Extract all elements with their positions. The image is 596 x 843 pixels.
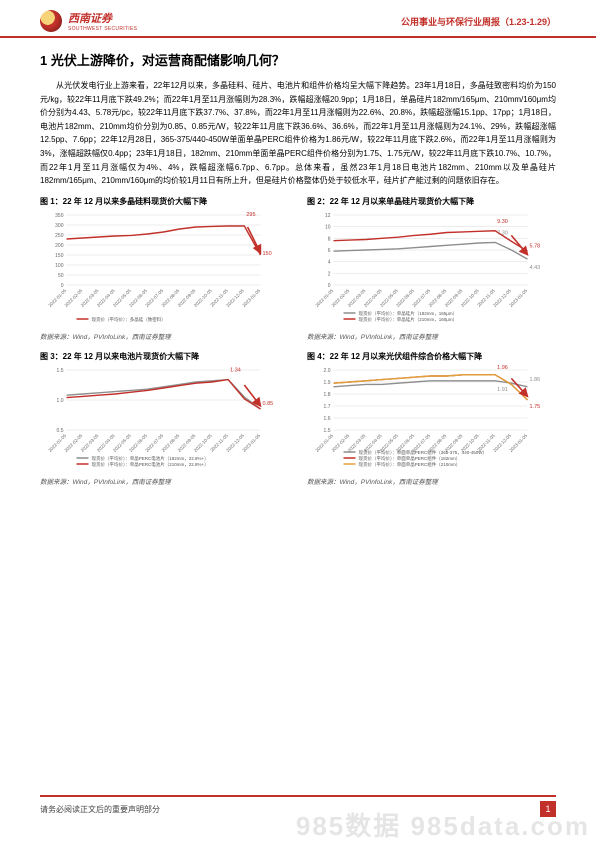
svg-text:1.34: 1.34 — [230, 367, 241, 373]
svg-text:5.78: 5.78 — [530, 243, 541, 249]
svg-text:100: 100 — [55, 263, 64, 269]
watermark: 985数据 985data.com — [296, 806, 590, 843]
chart-3: 0.51.01.52022-01-052022-02-052022-03-052… — [40, 364, 289, 474]
footer-rule — [40, 795, 556, 797]
logo-icon — [40, 10, 62, 32]
brand-logo: 西南证券 SOUTHWEST SECURITIES — [40, 10, 137, 32]
svg-text:1.96: 1.96 — [497, 365, 508, 371]
chart-3-title: 图 3：22 年 12 月以来电池片现货价大幅下降 — [40, 351, 289, 362]
svg-text:1.8: 1.8 — [324, 392, 331, 398]
chart-2-source: 数据来源：Wind，PVInfoLink，西南证券整理 — [307, 331, 556, 341]
body-paragraph: 从光伏发电行业上游来看，22年12月以来，多晶硅料、硅片、电池片和组件价格均呈大… — [40, 79, 556, 188]
chart-cell-4: 图 4：22 年 12 月以来光伏组件综合价格大幅下降 1.51.61.71.8… — [307, 351, 556, 486]
svg-text:200: 200 — [55, 243, 64, 249]
svg-text:0.85: 0.85 — [263, 401, 274, 407]
svg-text:1.86: 1.86 — [530, 377, 541, 383]
charts-grid: 图 1：22 年 12 月以来多晶硅料现货价大幅下降 0501001502002… — [40, 196, 556, 486]
chart-cell-3: 图 3：22 年 12 月以来电池片现货价大幅下降 0.51.01.52022-… — [40, 351, 289, 486]
svg-text:150: 150 — [55, 253, 64, 259]
svg-text:现货价（平均价）：单晶PERC电池片（182mm，22.8%: 现货价（平均价）：单晶PERC电池片（182mm，22.8%+） — [92, 455, 209, 462]
svg-text:现货价（平均价）：单面单晶PERC组件（365-375，44: 现货价（平均价）：单面单晶PERC组件（365-375，440-450W） — [359, 449, 488, 456]
chart-4-title: 图 4：22 年 12 月以来光伏组件综合价格大幅下降 — [307, 351, 556, 362]
svg-text:2.0: 2.0 — [324, 368, 331, 374]
chart-2-title: 图 2：22 年 12 月以来单晶硅片现货价大幅下降 — [307, 196, 556, 207]
chart-cell-1: 图 1：22 年 12 月以来多晶硅料现货价大幅下降 0501001502002… — [40, 196, 289, 341]
svg-text:1.75: 1.75 — [530, 404, 541, 410]
svg-text:4.43: 4.43 — [530, 265, 541, 271]
svg-text:1.0: 1.0 — [57, 398, 64, 404]
svg-text:2023-01-05: 2023-01-05 — [508, 288, 528, 308]
svg-text:现货价（平均价）：单晶硅片（210mm，160μm）: 现货价（平均价）：单晶硅片（210mm，160μm） — [359, 316, 458, 323]
svg-text:12: 12 — [325, 213, 331, 219]
svg-text:6: 6 — [328, 248, 331, 254]
svg-text:2: 2 — [328, 271, 331, 277]
svg-text:295: 295 — [246, 212, 255, 218]
chart-4-source: 数据来源：Wind，PVInfoLink，西南证券整理 — [307, 476, 556, 486]
svg-text:150: 150 — [263, 251, 272, 257]
chart-3-source: 数据来源：Wind，PVInfoLink，西南证券整理 — [40, 476, 289, 486]
svg-text:8: 8 — [328, 236, 331, 242]
footer-note: 请务必阅读正文后的重要声明部分 — [40, 804, 160, 815]
chart-2: 0246810122022-01-052022-02-052022-03-052… — [307, 209, 556, 329]
svg-text:9.30: 9.30 — [497, 219, 508, 225]
svg-text:4: 4 — [328, 259, 331, 265]
brand-name: 西南证券 — [68, 10, 137, 26]
svg-text:现货价（平均价）：多晶硅（致密料）: 现货价（平均价）：多晶硅（致密料） — [92, 316, 166, 323]
svg-text:350: 350 — [55, 213, 64, 219]
chart-1-source: 数据来源：Wind，PVInfoLink，西南证券整理 — [40, 331, 289, 341]
svg-text:现货价（平均价）：单面单晶PERC组件（182mm）: 现货价（平均价）：单面单晶PERC组件（182mm） — [359, 455, 461, 462]
svg-text:10: 10 — [325, 224, 331, 230]
section-title: 1 光伏上游降价，对运营商配储影响几何？ — [40, 50, 556, 69]
chart-cell-2: 图 2：22 年 12 月以来单晶硅片现货价大幅下降 0246810122022… — [307, 196, 556, 341]
page-content: 1 光伏上游降价，对运营商配储影响几何？ 从光伏发电行业上游来看，22年12月以… — [0, 38, 596, 486]
svg-text:1.6: 1.6 — [324, 416, 331, 422]
svg-text:2023-01-05: 2023-01-05 — [508, 433, 528, 453]
svg-text:2023-01-05: 2023-01-05 — [241, 433, 261, 453]
chart-4: 1.51.61.71.81.92.02022-01-052022-02-0520… — [307, 364, 556, 474]
page-header: 西南证券 SOUTHWEST SECURITIES 公用事业与环保行业周报（1.… — [0, 0, 596, 38]
svg-text:1.7: 1.7 — [324, 404, 331, 410]
svg-text:7.30: 7.30 — [497, 230, 508, 236]
chart-1-title: 图 1：22 年 12 月以来多晶硅料现货价大幅下降 — [40, 196, 289, 207]
svg-text:1.5: 1.5 — [57, 368, 64, 374]
svg-text:现货价（平均价）：单晶PERC电池片（210mm，22.8%: 现货价（平均价）：单晶PERC电池片（210mm，22.8%+） — [92, 461, 209, 468]
svg-text:2023-01-05: 2023-01-05 — [241, 288, 261, 308]
svg-text:现货价（平均价）：单晶硅片（182mm，165μm）: 现货价（平均价）：单晶硅片（182mm，165μm） — [359, 310, 458, 317]
svg-text:1.91: 1.91 — [497, 387, 508, 393]
svg-text:300: 300 — [55, 223, 64, 229]
header-right-text: 公用事业与环保行业周报（1.23-1.29） — [401, 15, 556, 28]
chart-1: 0501001502002503003502022-01-052022-02-0… — [40, 209, 289, 329]
brand-sub: SOUTHWEST SECURITIES — [68, 26, 137, 32]
svg-text:50: 50 — [58, 273, 64, 279]
svg-text:现货价（平均价）：单面单晶PERC组件（210mm）: 现货价（平均价）：单面单晶PERC组件（210mm） — [359, 461, 461, 468]
svg-text:250: 250 — [55, 233, 64, 239]
svg-text:1.9: 1.9 — [324, 380, 331, 386]
